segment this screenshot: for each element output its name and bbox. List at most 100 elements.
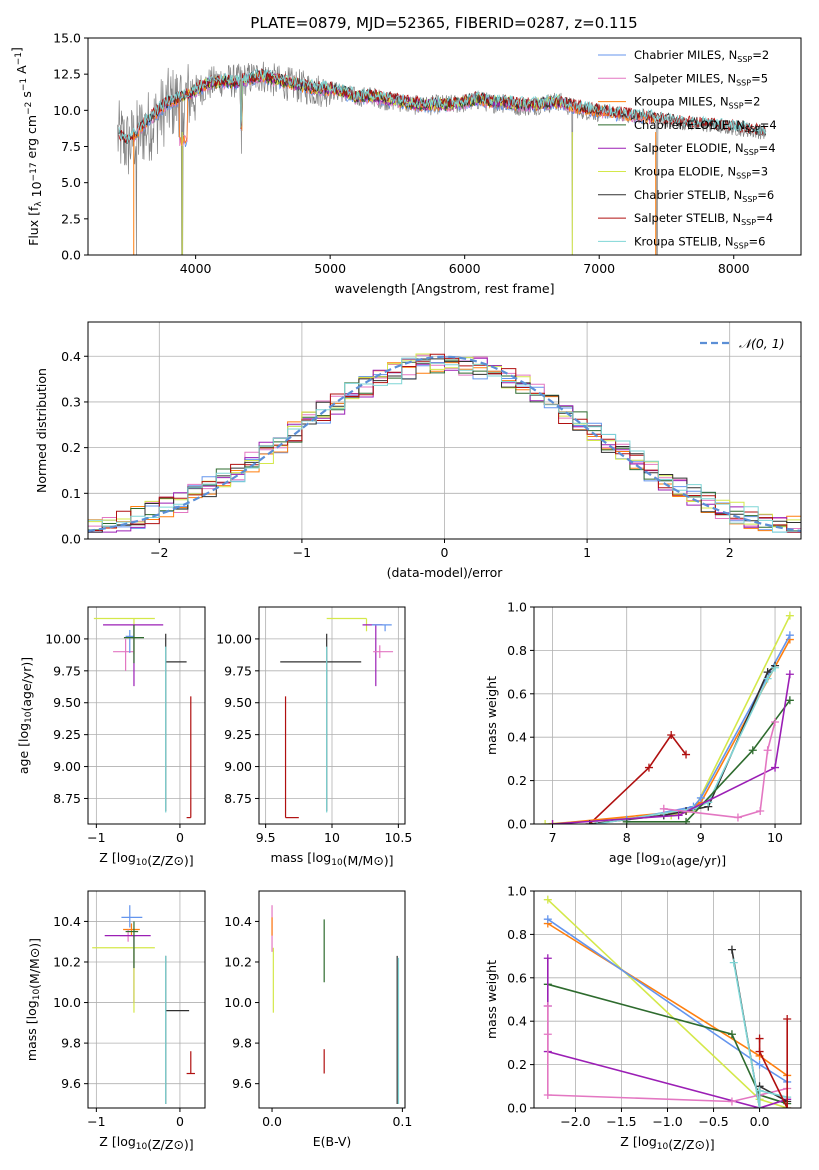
- residual-histogram-chabrier_stelib: [88, 358, 801, 533]
- plot-area: [117, 61, 767, 255]
- weight-marker-salpeter_elodie: [771, 763, 780, 772]
- observed-spectrum-line: [117, 61, 767, 255]
- x-tick-label: −1.0: [652, 1114, 682, 1129]
- plot-area: [271, 905, 400, 1104]
- legend-label: Salpeter ELODIE, N: [634, 141, 744, 155]
- label-part: erg cm: [24, 115, 39, 163]
- label-part: log: [117, 850, 136, 865]
- y-tick-label: 9.6: [232, 1076, 252, 1091]
- legend-label: Chabrier MILES, N: [634, 48, 737, 62]
- label-part: log: [117, 1134, 136, 1149]
- y-tick-label: 10.0: [224, 995, 252, 1010]
- label-part: Flux [f: [26, 206, 41, 246]
- y-tick-label: 10.00: [45, 631, 81, 646]
- label-part: age [: [609, 850, 641, 865]
- weight-marker-kroupa_elodie: [785, 611, 794, 620]
- y-axis-label: mass [log10(M/M⊙)]: [24, 938, 42, 1061]
- residual-histogram-kroupa_stelib: [88, 357, 801, 533]
- y-tick-label: 8.75: [53, 791, 81, 806]
- weight-marker-chabrier_miles: [543, 915, 552, 924]
- y-tick-label: 0.4: [61, 349, 81, 364]
- legend-eq: =5: [751, 71, 768, 85]
- legend-label: Chabrier ELODIE, N: [634, 118, 745, 132]
- legend-label: Salpeter MILES, N: [634, 71, 736, 85]
- weight-marker-salpeter_stelib: [755, 1047, 764, 1056]
- y-tick-label: 10.4: [224, 914, 252, 929]
- weight-marker-salpeter_miles: [659, 804, 668, 813]
- weight-marker-salpeter_stelib: [682, 750, 691, 759]
- legend-sub: SSP: [742, 195, 757, 204]
- weight-marker-chabrier_elodie: [748, 746, 757, 755]
- x-tick-label: 9: [697, 830, 705, 845]
- y-tick-label: 8.75: [224, 791, 252, 806]
- legend-entry-normal: 𝒩(0, 1): [739, 336, 785, 351]
- axes: 0.0 0.1 9.6 9.8 10.0 10.2 10.4 E(B-V): [224, 890, 412, 1149]
- label-sub: 10: [657, 1142, 669, 1152]
- legend-entry-chabrier_elodie: Chabrier ELODIE, NSSP=4: [634, 118, 777, 134]
- y-tick-label: 0.2: [507, 773, 527, 788]
- panel-spectrum: 4000 5000 6000 7000 8000 0.0 2.5 5.0 7.5 10.0 12.5…: [9, 31, 802, 296]
- weight-marker-kroupa_stelib: [729, 958, 738, 967]
- weight-marker-salpeter_elodie: [548, 820, 557, 824]
- x-tick-label: −1.5: [606, 1114, 636, 1129]
- legend-sub: SSP: [729, 102, 744, 111]
- label-part: Normed distribution: [34, 368, 49, 493]
- weight-marker-salpeter_stelib: [667, 731, 676, 740]
- label-part: Z [: [99, 850, 116, 865]
- label-sub: 10: [32, 989, 42, 1001]
- x-tick-label: −1: [87, 1114, 105, 1129]
- label-part: s: [19, 91, 34, 102]
- y-tick-label: 9.6: [61, 1076, 81, 1091]
- legend-eq: =4: [759, 141, 776, 155]
- label-part: E(B-V): [313, 1134, 352, 1149]
- weight-marker-salpeter_miles: [727, 1097, 736, 1106]
- panel-weight_vs_Z: −2.0 −1.5 −1.0 −0.5 0.0 0.0 0.2 0.4 0.6 0.8 1.0 Z […: [484, 884, 802, 1152]
- y-axis-label: Normed distribution: [34, 368, 49, 493]
- axes: −1 09.69.810.010.210.4Z [log10(Z/Z⊙)]mass…: [24, 890, 206, 1152]
- weight-marker-salpeter_elodie: [785, 670, 794, 679]
- legend-eq: =6: [749, 234, 766, 248]
- x-tick-label: 0: [176, 830, 184, 845]
- axes-frame: [87, 890, 206, 1109]
- plot-area: [92, 905, 195, 1104]
- label-part: wavelength [Angstrom, rest frame]: [334, 281, 554, 296]
- y-tick-label: 0.4: [507, 730, 527, 745]
- label-part: 10: [29, 181, 44, 201]
- weight-marker-kroupa_stelib: [755, 1086, 764, 1095]
- plot-area: [541, 611, 794, 824]
- y-tick-label: 9.00: [53, 759, 81, 774]
- y-tick-label: 9.8: [61, 1036, 81, 1051]
- label-sub: 10: [24, 711, 34, 723]
- x-tick-label: 2: [726, 545, 734, 560]
- weight-marker-chabrier_elodie: [785, 696, 794, 705]
- legend-sub: SSP: [734, 241, 749, 250]
- legend-sub: SSP: [736, 172, 751, 181]
- label-sup: −1: [19, 78, 29, 91]
- grid: [88, 891, 205, 1108]
- label-part: log: [638, 1134, 657, 1149]
- label-part: ]: [9, 47, 24, 52]
- y-tick-label: 10.4: [53, 914, 81, 929]
- weight-marker-chabrier_miles: [755, 1060, 764, 1069]
- x-tick-label: −1: [293, 545, 311, 560]
- y-tick-label: 12.5: [53, 67, 81, 82]
- weight-marker-salpeter_miles: [543, 1002, 552, 1011]
- legend-eq: =3: [751, 165, 768, 179]
- legend-label: Kroupa ELODIE, N: [634, 165, 736, 179]
- label-part: (age/yr)]: [19, 657, 34, 712]
- label-part: log: [312, 850, 331, 865]
- label-sub: λ: [34, 201, 44, 207]
- panel-age_vs_mass: 9.5 10 10.5 8.75 9.00 9.25 9.50 9.75 10.00 mass […: [216, 606, 412, 868]
- weight-marker-salpeter_miles: [763, 746, 772, 755]
- grid: [534, 890, 801, 1109]
- weight-marker-chabrier_elodie: [727, 1030, 736, 1039]
- label-sup: −17: [29, 162, 39, 181]
- y-tick-label: 1.0: [507, 600, 527, 615]
- weight-marker-chabrier_elodie: [682, 817, 691, 824]
- weight-marker-salpeter_elodie: [543, 954, 552, 963]
- label-part: log: [24, 1000, 39, 1019]
- x-axis-label: Z [log10(Z/Z⊙)]: [99, 1134, 193, 1152]
